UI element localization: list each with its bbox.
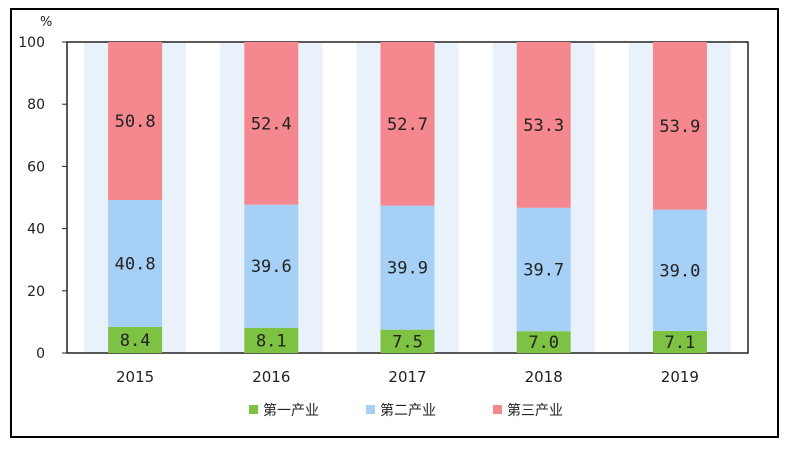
- bar-segment: [244, 327, 299, 353]
- data-label: 39.6: [251, 257, 292, 277]
- bar-segment: [516, 331, 571, 353]
- data-label: 50.8: [115, 112, 156, 132]
- y-tick-label: 20: [27, 284, 45, 300]
- data-label: 39.9: [387, 259, 428, 279]
- data-label: 7.1: [665, 333, 696, 353]
- data-label: 7.5: [392, 332, 423, 352]
- bar-segment: [380, 329, 435, 353]
- legend-swatch: [249, 405, 258, 414]
- bar-segment: [380, 42, 435, 206]
- bar-segment: [108, 42, 163, 200]
- bar-segment: [516, 207, 571, 332]
- bar-segment: [652, 42, 707, 210]
- bar-segment: [108, 199, 163, 327]
- x-tick-label: 2018: [525, 368, 563, 386]
- legend: 第一产业 第二产业 第三产业: [249, 402, 563, 419]
- y-tick-label: 80: [27, 97, 45, 113]
- bar-segment: [244, 204, 299, 328]
- bar-segment: [108, 326, 163, 353]
- legend-label: 第一产业: [263, 402, 319, 419]
- x-axis: 2015 2016 2017 2018 2019: [116, 368, 699, 386]
- data-label: 7.0: [528, 333, 559, 353]
- bar-segment: [652, 209, 707, 331]
- x-tick-label: 2017: [388, 368, 426, 386]
- y-unit-label: %: [40, 15, 52, 30]
- x-tick-label: 2015: [116, 368, 154, 386]
- legend-label: 第二产业: [380, 402, 436, 419]
- x-tick-label: 2016: [252, 368, 290, 386]
- bar-segment: [244, 42, 299, 205]
- data-label: 39.7: [523, 260, 564, 280]
- data-label: 8.4: [120, 331, 151, 351]
- bars: 8.4 40.8 50.8 8.1 39.6 52.4 7.5 39.9 52.7 7.0 39.7…: [108, 42, 707, 353]
- data-label: 53.3: [523, 116, 564, 136]
- y-axis: 0 20 40 60 80 100: [18, 35, 67, 362]
- data-label: 52.7: [387, 115, 428, 135]
- y-tick-label: 100: [18, 35, 45, 51]
- bar-segment: [652, 330, 707, 353]
- legend-label: 第三产业: [507, 402, 563, 419]
- bar-segment: [380, 205, 435, 330]
- y-tick-label: 40: [27, 222, 45, 238]
- bar-segment: [516, 42, 571, 208]
- x-tick-label: 2019: [661, 368, 699, 386]
- y-tick-label: 0: [36, 346, 45, 362]
- data-label: 8.1: [256, 331, 287, 351]
- legend-swatch: [366, 405, 375, 414]
- data-label: 53.9: [659, 117, 700, 137]
- data-label: 40.8: [115, 254, 156, 274]
- legend-swatch: [493, 405, 502, 414]
- y-tick-label: 60: [27, 159, 45, 175]
- data-label: 52.4: [251, 114, 292, 134]
- data-label: 39.0: [659, 261, 700, 281]
